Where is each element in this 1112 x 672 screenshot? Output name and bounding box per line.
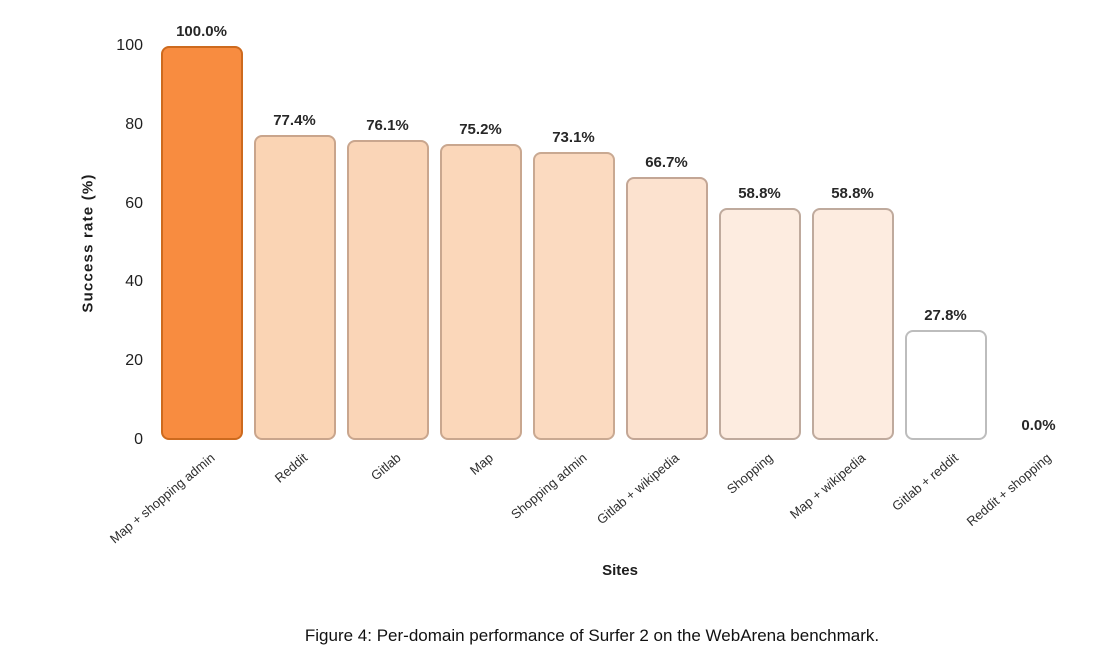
y-tick-label: 100: [116, 37, 143, 54]
y-tick-label: 0: [134, 431, 143, 448]
bar-map-shopping-admin: [160, 46, 243, 440]
x-tick-label: Gitlab + wikipedia: [594, 450, 683, 528]
y-tick-label: 80: [125, 115, 143, 133]
x-tick-label: Reddit: [271, 450, 311, 486]
y-tick-label: 20: [125, 352, 143, 370]
bar-value-label: 58.8%: [831, 185, 874, 203]
bar-map: [439, 143, 522, 440]
bar-value-label: 58.8%: [738, 185, 781, 203]
x-tick-label: Map + wikipedia: [786, 450, 869, 522]
bar-gitlab-wikipedia: [625, 177, 708, 440]
bar-shopping-admin: [532, 152, 615, 440]
y-tick-label: 60: [125, 194, 143, 212]
bar-value-label: 76.1%: [366, 117, 409, 135]
x-tick-label: Shopping admin: [507, 450, 590, 522]
figure-caption: Figure 4: Per-domain performance of Surf…: [304, 626, 880, 645]
x-tick-label: Reddit + shopping: [963, 450, 1055, 530]
bar-gitlab: [346, 140, 429, 440]
bar-value-label: 77.4%: [273, 112, 316, 130]
bar-value-label: 27.8%: [924, 307, 967, 325]
bar-map-wikipedia: [811, 208, 894, 440]
x-axis-title: Sites: [602, 562, 638, 579]
bar-value-label: 0.0%: [1021, 417, 1056, 434]
bar-value-label: 73.1%: [552, 129, 595, 146]
plot-area: 0 20 40 60 80 100 100.0% Map + shopping admin 77…: [106, 23, 1085, 546]
x-tick-label: Map + shopping admin: [106, 450, 218, 547]
bar-gitlab-reddit: [904, 330, 987, 440]
x-tick-label: Map: [467, 450, 497, 478]
x-tick-label: Shopping: [723, 450, 776, 497]
x-tick-label: Gitlab: [367, 450, 404, 484]
bar-value-label: 75.2%: [459, 120, 502, 138]
bar-shopping: [718, 208, 801, 440]
bar-reddit: [253, 135, 336, 440]
y-tick-label: 40: [125, 273, 143, 291]
x-tick-label: Gitlab + reddit: [889, 450, 962, 514]
bar-value-label: 100.0%: [176, 23, 227, 40]
bar-value-label: 66.7%: [645, 154, 688, 172]
